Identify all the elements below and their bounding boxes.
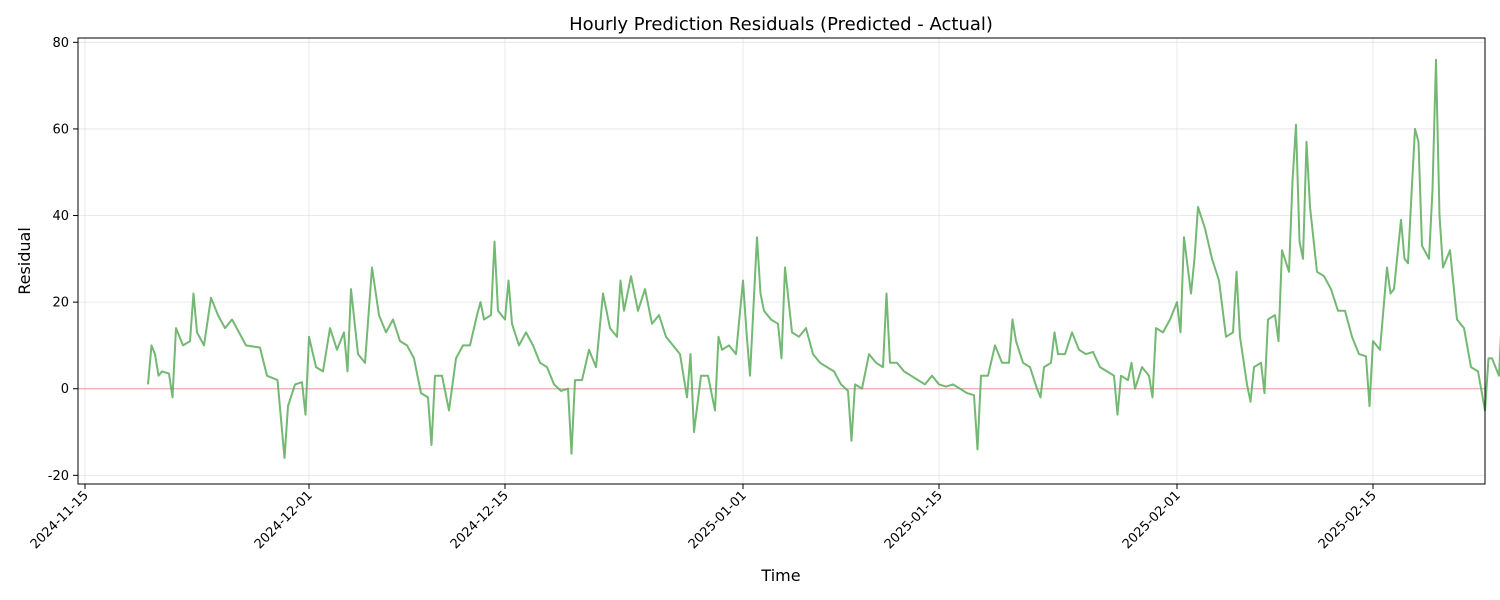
y-tick-label: 20 bbox=[52, 296, 69, 311]
y-tick-label: 80 bbox=[52, 36, 69, 51]
x-tick-label: 2025-02-15 bbox=[1316, 488, 1380, 552]
y-axis-label: Residual bbox=[15, 227, 34, 295]
x-tick-label: 2025-01-15 bbox=[882, 488, 946, 552]
x-axis: 2024-11-15 2024-12-01 2024-12-15 2025-01-01… bbox=[28, 484, 1380, 552]
y-tick-label: 60 bbox=[52, 122, 69, 137]
y-tick-label: 0 bbox=[61, 382, 69, 397]
x-tick-label: 2025-01-01 bbox=[686, 488, 750, 552]
x-axis-label: Time bbox=[760, 566, 800, 585]
x-tick-label: 2024-11-15 bbox=[28, 488, 92, 552]
x-tick-label: 2025-02-01 bbox=[1120, 488, 1184, 552]
y-axis: -20 0 20 40 60 80 bbox=[48, 36, 78, 484]
chart-title: Hourly Prediction Residuals (Predicted -… bbox=[569, 14, 993, 35]
residual-series-line bbox=[147, 58, 1500, 459]
series-layer bbox=[147, 58, 1500, 459]
grid bbox=[78, 38, 1485, 484]
y-tick-label: -20 bbox=[48, 469, 69, 484]
x-tick-label: 2024-12-15 bbox=[448, 488, 512, 552]
x-tick-label: 2024-12-01 bbox=[252, 488, 316, 552]
plot-frame bbox=[77, 37, 1486, 485]
y-tick-label: 40 bbox=[52, 209, 69, 224]
